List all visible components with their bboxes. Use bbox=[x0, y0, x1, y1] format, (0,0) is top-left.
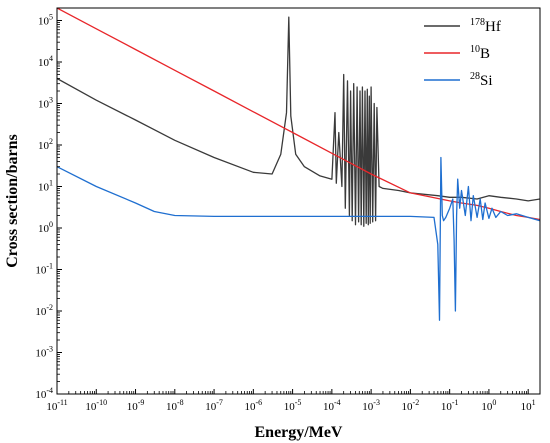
series-line-0 bbox=[57, 16, 540, 227]
x-tick-label: 10-6 bbox=[244, 398, 262, 413]
legend: 178Hf 10B 28Si bbox=[424, 17, 501, 89]
x-tick-label: 10-10 bbox=[85, 398, 107, 413]
x-tick-label: 10-2 bbox=[402, 398, 420, 413]
x-tick-label: 10-5 bbox=[284, 398, 302, 413]
y-tick-label: 100 bbox=[38, 220, 53, 235]
y-tick-label: 10-1 bbox=[35, 261, 53, 276]
legend-label-0: 178Hf bbox=[470, 17, 501, 35]
y-tick-label: 10-4 bbox=[35, 386, 53, 401]
y-tick-label: 10-3 bbox=[35, 344, 53, 359]
x-tick-label: 101 bbox=[521, 398, 536, 413]
x-tick-label: 10-4 bbox=[323, 398, 341, 413]
x-tick-label: 10-7 bbox=[205, 398, 223, 413]
y-tick-label: 101 bbox=[38, 178, 53, 193]
y-tick-label: 104 bbox=[38, 54, 53, 69]
x-axis-title: Energy/MeV bbox=[255, 424, 343, 441]
y-axis-title: Cross section/barns bbox=[4, 134, 21, 268]
x-tick-label: 10-11 bbox=[46, 398, 67, 413]
series-line-1 bbox=[57, 8, 540, 221]
y-tick-label: 102 bbox=[38, 137, 53, 152]
x-tick-label: 10-9 bbox=[127, 398, 145, 413]
x-tick-label: 10-3 bbox=[362, 398, 380, 413]
series-line-2 bbox=[57, 156, 540, 321]
plot-frame bbox=[56, 7, 541, 395]
legend-label-2: 28Si bbox=[470, 71, 493, 89]
x-tick-label: 100 bbox=[481, 398, 496, 413]
legend-label-1: 10B bbox=[470, 44, 490, 62]
x-tick-label: 10-1 bbox=[441, 398, 459, 413]
y-tick-label: 10-2 bbox=[35, 303, 53, 318]
y-tick-label: 105 bbox=[38, 12, 53, 27]
x-tick-label: 10-8 bbox=[166, 398, 184, 413]
y-tick-label: 103 bbox=[38, 95, 53, 110]
